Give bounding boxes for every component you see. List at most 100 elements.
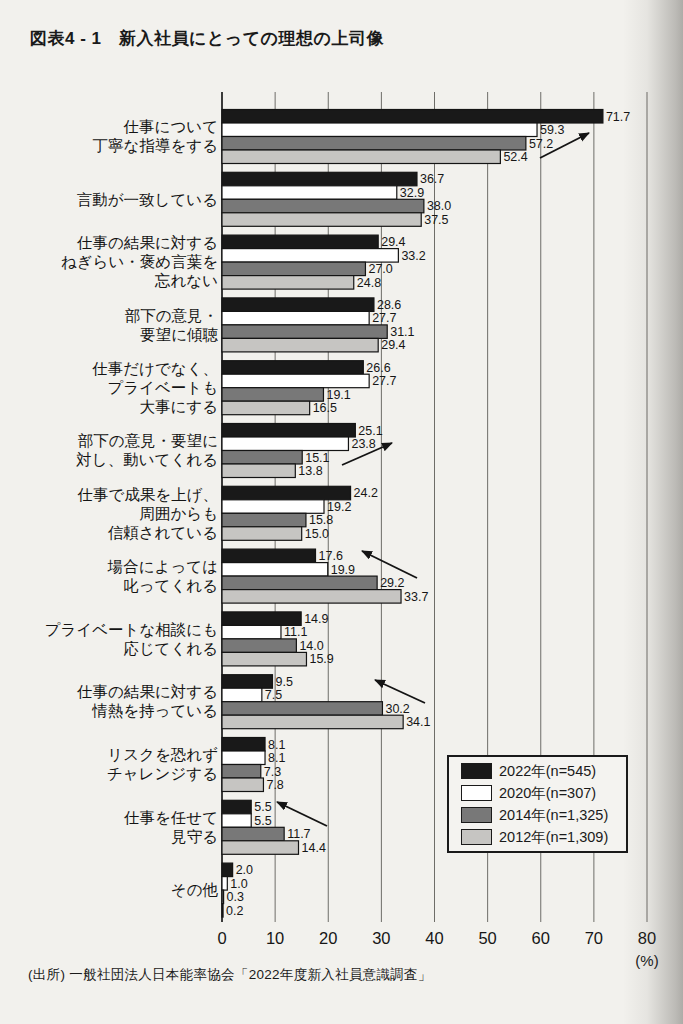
bar xyxy=(222,311,369,325)
category-label: 仕事について xyxy=(123,118,218,135)
bar xyxy=(222,675,272,689)
bar xyxy=(222,702,382,716)
category-label: 言動が一致している xyxy=(77,191,218,208)
bar xyxy=(222,890,224,904)
x-tick-label: 30 xyxy=(372,929,390,947)
category-label: 情熱を持っている xyxy=(91,702,218,719)
bar-value-label: 29.4 xyxy=(381,235,405,249)
legend: 2022年(n=545)2020年(n=307)2014年(n=1,325)20… xyxy=(447,755,628,853)
bar-value-label: 24.8 xyxy=(357,276,381,290)
bar-value-label: 0.2 xyxy=(226,904,243,918)
bar-value-label: 25.1 xyxy=(358,424,382,438)
x-tick-label: 40 xyxy=(425,929,443,947)
bar xyxy=(222,863,233,877)
bar-value-label: 9.5 xyxy=(275,675,292,689)
bar-value-label: 26.6 xyxy=(366,361,390,375)
bar-value-label: 59.3 xyxy=(540,123,564,137)
bar-value-label: 19.2 xyxy=(327,500,351,514)
bar xyxy=(222,715,403,729)
bar xyxy=(222,186,397,200)
bar-value-label: 19.1 xyxy=(326,388,350,402)
bar-value-label: 36.7 xyxy=(420,172,444,186)
bar xyxy=(222,137,526,151)
bar-value-label: 14.0 xyxy=(299,639,323,653)
x-tick-label: 70 xyxy=(585,929,603,947)
page: 図表4 - 1 新入社員にとっての理想の上司像 0102030405060708… xyxy=(0,0,683,1024)
bar-value-label: 38.0 xyxy=(427,199,451,213)
legend-item: 2020年(n=307) xyxy=(461,784,626,802)
page-edge-shadow xyxy=(623,0,683,1024)
bar-value-label: 11.1 xyxy=(284,625,307,639)
legend-label: 2014年(n=1,325) xyxy=(499,806,608,825)
bar-chart: 01020304050607080(%)71.759.357.252.4仕事につ… xyxy=(0,0,683,1024)
bar-value-label: 29.2 xyxy=(380,576,404,590)
bar xyxy=(222,464,295,478)
legend-swatch xyxy=(461,763,492,779)
category-label: 仕事だけでなく、 xyxy=(91,360,218,378)
bar xyxy=(222,500,324,514)
category-label: 要望に傾聴 xyxy=(140,326,218,343)
bar-value-label: 0.3 xyxy=(227,890,244,904)
legend-label: 2012年(n=1,309) xyxy=(499,828,608,847)
legend-item: 2012年(n=1,309) xyxy=(461,828,626,846)
annotation-arrow xyxy=(375,680,425,703)
bar xyxy=(222,486,351,500)
bar xyxy=(222,437,348,451)
bar-value-label: 31.1 xyxy=(390,325,414,339)
bar-value-label: 15.0 xyxy=(305,527,329,541)
bar-value-label: 1.0 xyxy=(230,877,247,891)
legend-label: 2020年(n=307) xyxy=(499,784,596,803)
bar xyxy=(222,563,328,577)
category-label: 仕事を任せて xyxy=(123,809,218,826)
annotation-arrow xyxy=(277,802,327,826)
bar xyxy=(222,298,374,312)
bar xyxy=(222,374,369,388)
bar xyxy=(222,652,306,666)
legend-swatch xyxy=(461,829,492,845)
category-label: 大事にする xyxy=(139,398,218,415)
bar-value-label: 19.9 xyxy=(331,563,355,577)
bar-value-label: 15.8 xyxy=(309,513,333,527)
bar-value-label: 7.3 xyxy=(264,765,281,779)
bar xyxy=(222,800,251,814)
category-label: 部下の意見・要望に xyxy=(78,432,218,449)
bar xyxy=(222,841,299,855)
bar xyxy=(222,172,417,186)
bar-value-label: 30.2 xyxy=(385,702,409,716)
bar xyxy=(222,688,262,702)
legend-item: 2014年(n=1,325) xyxy=(461,806,626,824)
bar-value-label: 37.5 xyxy=(424,213,448,227)
category-label: 応じてくれる xyxy=(123,640,218,657)
legend-swatch xyxy=(461,807,492,823)
bar-value-label: 57.2 xyxy=(529,137,553,151)
bar-value-label: 15.9 xyxy=(309,652,333,666)
legend-swatch xyxy=(461,785,492,801)
bar-value-label: 34.1 xyxy=(406,715,430,729)
source-note: (出所) 一般社団法人日本能率協会「2022年度新入社員意識調査」 xyxy=(28,966,432,984)
bar xyxy=(222,401,310,415)
bar-value-label: 27.7 xyxy=(372,374,396,388)
bar xyxy=(222,527,302,541)
bar-value-label: 33.7 xyxy=(404,590,428,604)
bar-value-label: 7.5 xyxy=(265,688,282,702)
bar xyxy=(222,199,424,213)
category-label: 仕事の結果に対する xyxy=(76,234,218,251)
x-tick-label: 10 xyxy=(266,929,284,947)
category-label: チャレンジする xyxy=(107,765,218,782)
bar xyxy=(222,639,296,653)
category-label: 忘れない xyxy=(154,272,218,289)
bar xyxy=(222,904,223,918)
category-label: 叱ってくれる xyxy=(123,577,218,594)
bar xyxy=(222,513,306,527)
bar xyxy=(222,814,251,828)
bar-value-label: 33.2 xyxy=(401,249,425,263)
bar xyxy=(222,249,398,263)
bar xyxy=(222,424,355,438)
bar xyxy=(222,123,537,137)
bar xyxy=(222,451,302,465)
bar-value-label: 27.7 xyxy=(372,311,396,325)
x-tick-label: 50 xyxy=(478,929,496,947)
bar-value-label: 14.9 xyxy=(304,612,328,626)
bar xyxy=(222,262,365,276)
bar xyxy=(222,778,263,792)
